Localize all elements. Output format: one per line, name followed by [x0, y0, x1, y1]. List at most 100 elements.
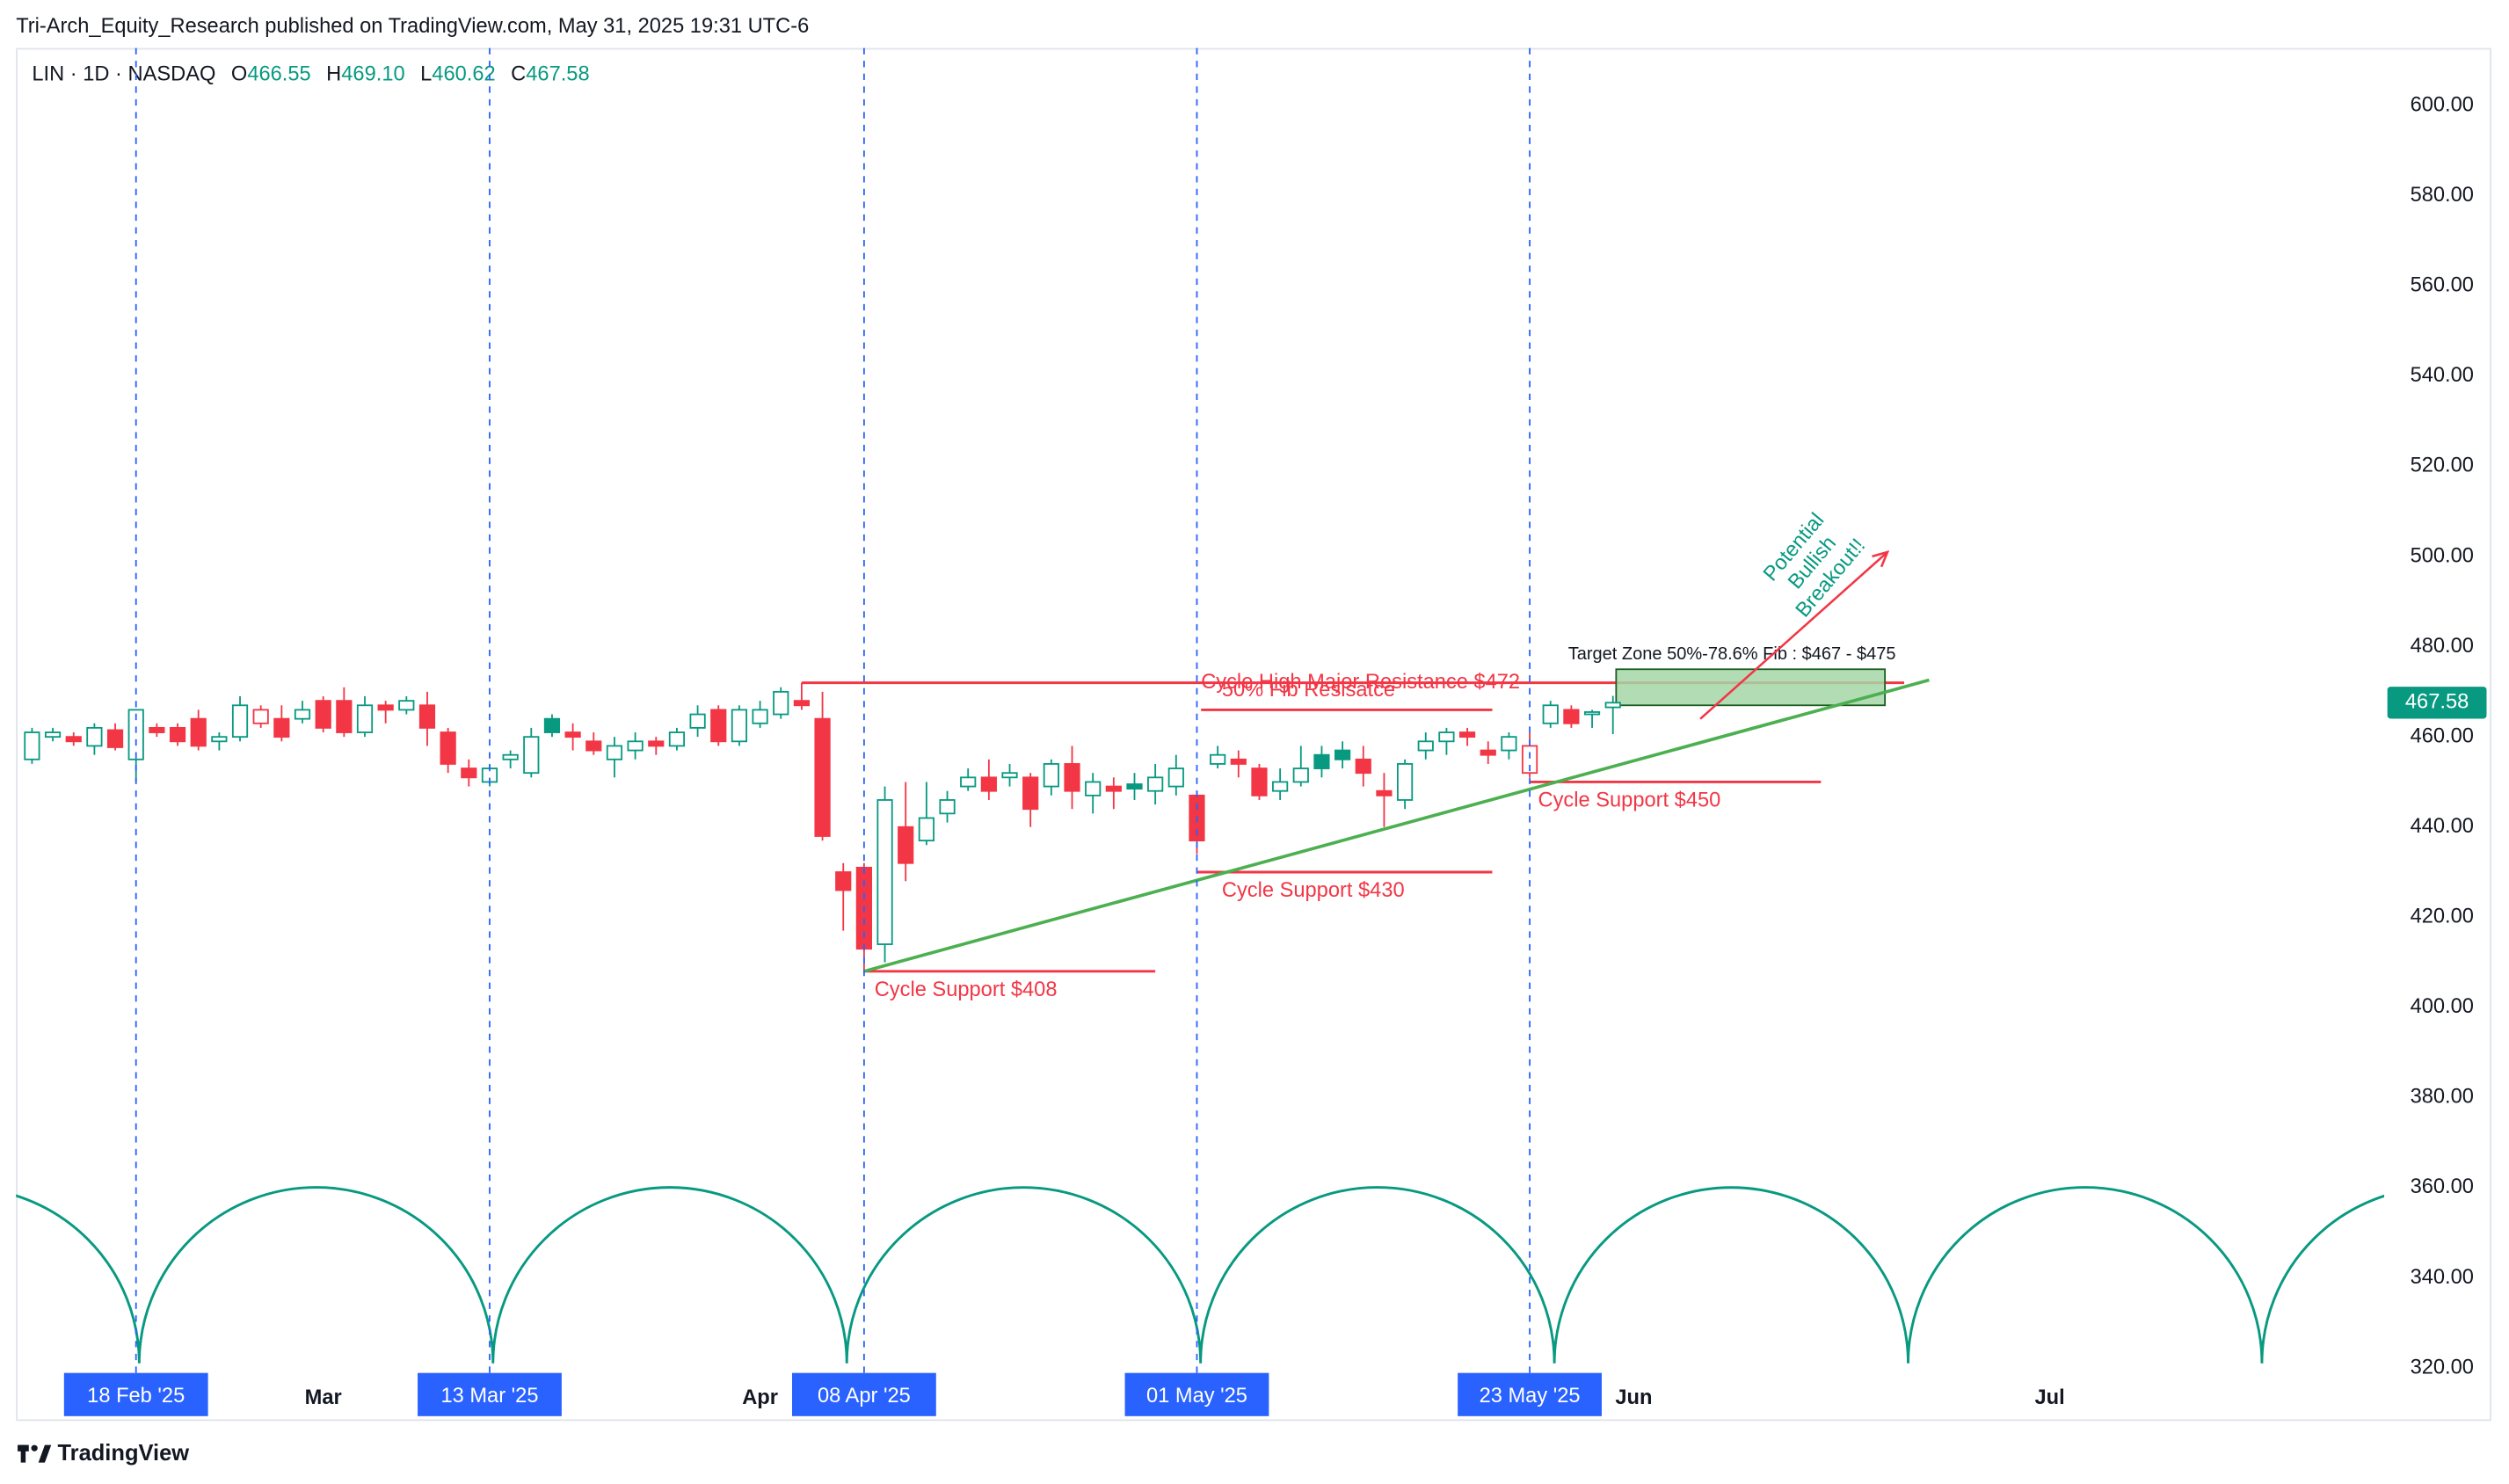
candle-body — [252, 709, 269, 724]
candle-body — [1210, 753, 1226, 765]
arrow-head — [1872, 549, 1890, 568]
logo-part — [38, 1444, 52, 1463]
candle-body — [1563, 709, 1580, 724]
candle-body — [689, 713, 706, 729]
target-zone-label: Target Zone 50%-78.6% Fib : $467 - $475 — [1568, 644, 1896, 664]
candle-body — [86, 727, 103, 747]
header: Tri-Arch_Equity_Research published on Tr… — [16, 15, 809, 38]
footer: TradingView — [58, 1441, 190, 1466]
date-label-box — [1124, 1372, 1269, 1416]
candle-body — [1542, 704, 1559, 724]
candle-body — [231, 704, 249, 738]
candle-body — [502, 753, 519, 760]
candle-body — [1085, 781, 1102, 797]
candle-body — [315, 700, 331, 729]
candle-body — [169, 727, 186, 743]
candle-body — [149, 727, 165, 733]
candle-body — [668, 731, 686, 747]
y-tick-label: 560.00 — [2411, 274, 2474, 297]
candle-body — [1272, 781, 1289, 792]
candle-body — [1313, 753, 1330, 769]
logo-part — [20, 1444, 26, 1463]
candle-body — [1043, 763, 1059, 788]
candle-body — [461, 767, 477, 779]
legend: LIN · 1D · NASDAQ O466.55 H469.10 L460.6… — [32, 63, 589, 86]
candle-body — [1292, 767, 1309, 783]
candle-body — [523, 736, 540, 775]
candle-body — [814, 717, 831, 837]
y-tick-label: 380.00 — [2411, 1086, 2474, 1109]
x-tick-label: Jun — [1615, 1386, 1652, 1409]
candle-body — [1396, 763, 1414, 801]
candle-body — [898, 826, 914, 864]
ohlc-value: 467.58 — [526, 63, 589, 86]
y-tick-label: 320.00 — [2411, 1356, 2474, 1379]
y-tick-label: 420.00 — [2411, 906, 2474, 928]
candle-body — [1230, 758, 1247, 765]
candle-body — [1167, 767, 1184, 788]
candle-body — [1376, 789, 1393, 797]
logo-part — [31, 1444, 38, 1451]
y-tick-label: 600.00 — [2411, 93, 2474, 116]
x-tick-label: Mar — [305, 1386, 342, 1409]
candle-body — [1604, 702, 1621, 709]
candle-body — [1458, 731, 1476, 738]
candle-body — [793, 700, 811, 707]
candle-body — [1438, 731, 1455, 743]
x-tick-label: 23 May '25 — [1480, 1385, 1581, 1408]
level-label: Cycle Support $450 — [1538, 789, 1721, 812]
chart-frame — [16, 47, 2491, 1422]
ohlc-label: C — [511, 63, 526, 86]
level-label: Cycle Support $408 — [875, 978, 1058, 1001]
candle-body — [980, 776, 997, 792]
candle-body — [627, 740, 644, 752]
ohlc-label: H — [326, 63, 341, 86]
candle-body — [1417, 740, 1434, 752]
candle-body — [1583, 711, 1601, 716]
candle-body — [543, 717, 561, 733]
candle-body — [585, 740, 602, 752]
level-label: Cycle High Major Resistance $472 — [1201, 671, 1520, 694]
candle-body — [1521, 745, 1538, 775]
ohlc-value: 466.55 — [247, 63, 310, 86]
candle-body — [398, 700, 415, 711]
candle-body — [1001, 772, 1018, 779]
last-price-box — [2387, 687, 2487, 719]
candle-body — [731, 709, 748, 743]
candle-body — [190, 717, 207, 747]
candle-body — [773, 690, 789, 716]
trendline — [863, 678, 1930, 973]
x-tick-label: Jul — [2035, 1386, 2065, 1409]
candle-body — [835, 871, 852, 891]
y-tick-label: 460.00 — [2411, 724, 2474, 747]
candle-body — [356, 704, 374, 733]
candle-body — [44, 731, 62, 738]
y-tick-label: 360.00 — [2411, 1175, 2474, 1198]
y-tick-label: 520.00 — [2411, 455, 2474, 477]
date-label-box — [63, 1372, 208, 1416]
arrow — [1699, 550, 1888, 720]
candle-body — [1105, 785, 1122, 792]
date-label-box — [1458, 1372, 1602, 1416]
x-tick-label: Apr — [742, 1386, 778, 1409]
candle-body — [273, 717, 290, 738]
candle-body — [876, 799, 893, 945]
ohlc-label: O — [231, 63, 247, 86]
last-price-label: 467.58 — [2405, 691, 2469, 714]
y-tick-label: 580.00 — [2411, 184, 2474, 207]
candle-body — [939, 799, 956, 815]
candle-body — [418, 704, 436, 729]
candle-body — [377, 704, 394, 711]
candle-body — [336, 700, 353, 733]
candle-body — [752, 709, 768, 724]
symbol: LIN · 1D · NASDAQ — [32, 63, 215, 86]
y-tick-label: 400.00 — [2411, 995, 2474, 1018]
footer-logo — [18, 1444, 52, 1463]
y-tick-label: 440.00 — [2411, 815, 2474, 838]
candle-body — [1147, 776, 1164, 792]
x-tick-label: 01 May '25 — [1146, 1385, 1247, 1408]
candle-body — [440, 731, 456, 765]
candle-body — [65, 736, 82, 743]
